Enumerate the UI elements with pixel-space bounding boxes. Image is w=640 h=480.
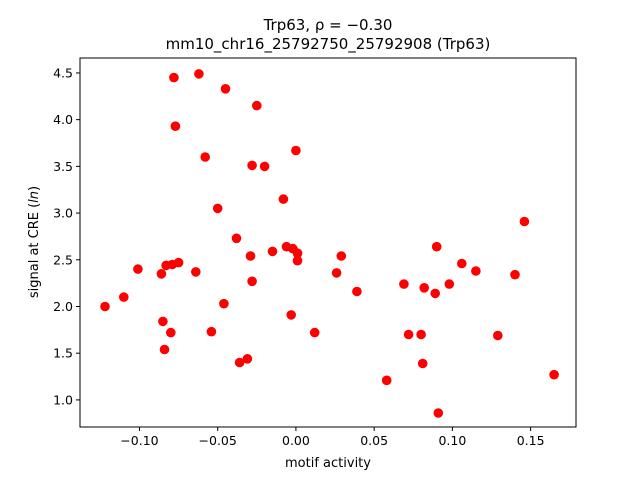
data-point (286, 310, 297, 320)
data-point (170, 121, 181, 131)
data-point (433, 408, 444, 418)
x-tick-label: 0.05 (360, 433, 388, 448)
chart-title-line1: Trp63, ρ = −0.30 (263, 16, 393, 34)
data-point (166, 327, 176, 338)
points-layer (100, 69, 559, 418)
data-point (471, 266, 481, 276)
data-point (419, 283, 430, 293)
data-point (259, 161, 270, 172)
x-tick-label: 0.15 (517, 433, 545, 448)
data-point (549, 369, 559, 380)
data-point (245, 251, 256, 261)
data-point (173, 257, 184, 268)
data-point (292, 248, 303, 258)
data-point (331, 268, 342, 278)
data-point (399, 279, 409, 289)
data-point (403, 329, 414, 340)
y-axis-ticks: 1.0 1.5 2.0 2.5 3.0 3.5 4.0 4.5 (53, 65, 80, 407)
data-point (417, 358, 428, 369)
chart-title-line2: mm10_chr16_25792750_25792908 (Trp63) (166, 35, 491, 54)
y-tick-label: 2.0 (53, 299, 73, 314)
data-point (431, 241, 442, 252)
data-point (247, 276, 257, 287)
data-point (231, 233, 242, 244)
data-point (278, 194, 289, 204)
data-point (200, 152, 210, 162)
y-tick-label: 2.5 (53, 252, 73, 267)
data-point (416, 329, 426, 340)
data-point (219, 298, 229, 309)
plot-area-frame (79, 57, 577, 428)
data-point (352, 286, 362, 297)
y-tick-label: 3.0 (53, 206, 73, 221)
x-axis-ticks: −0.10 −0.05 0.00 0.05 0.10 0.15 (120, 427, 545, 448)
data-point (457, 258, 467, 269)
x-tick-label: 0.10 (438, 433, 466, 448)
y-tick-label: 3.5 (53, 159, 73, 174)
data-point (191, 267, 201, 277)
data-point (267, 246, 278, 257)
y-axis-label: signal at CRE (ln) (27, 186, 42, 298)
data-point (336, 251, 347, 261)
y-tick-label: 1.5 (53, 346, 73, 361)
data-point (194, 69, 204, 79)
data-point (156, 269, 167, 279)
y-tick-label: 4.0 (53, 112, 73, 127)
data-point (234, 357, 245, 368)
data-point (158, 316, 168, 327)
data-point (510, 269, 520, 280)
data-point (212, 203, 223, 214)
data-point (220, 84, 231, 94)
data-point (169, 72, 179, 83)
data-point (242, 354, 253, 364)
data-point (309, 327, 320, 338)
data-point (381, 375, 392, 386)
data-point (444, 279, 455, 289)
x-axis-label: motif activity (285, 456, 371, 471)
data-point (100, 301, 110, 312)
data-point (251, 100, 262, 111)
data-point (247, 160, 257, 171)
x-tick-label: −0.10 (120, 433, 158, 448)
data-point (133, 264, 143, 274)
y-tick-label: 1.0 (53, 392, 73, 407)
data-point (206, 326, 217, 337)
data-point (119, 292, 129, 302)
y-tick-label: 4.5 (53, 65, 73, 80)
data-point (493, 330, 503, 341)
x-tick-label: 0.00 (282, 433, 310, 448)
data-point (159, 344, 170, 355)
x-tick-label: −0.05 (199, 433, 237, 448)
data-point (292, 255, 303, 266)
data-point (291, 145, 301, 156)
data-point (430, 288, 441, 299)
data-point (519, 216, 530, 227)
